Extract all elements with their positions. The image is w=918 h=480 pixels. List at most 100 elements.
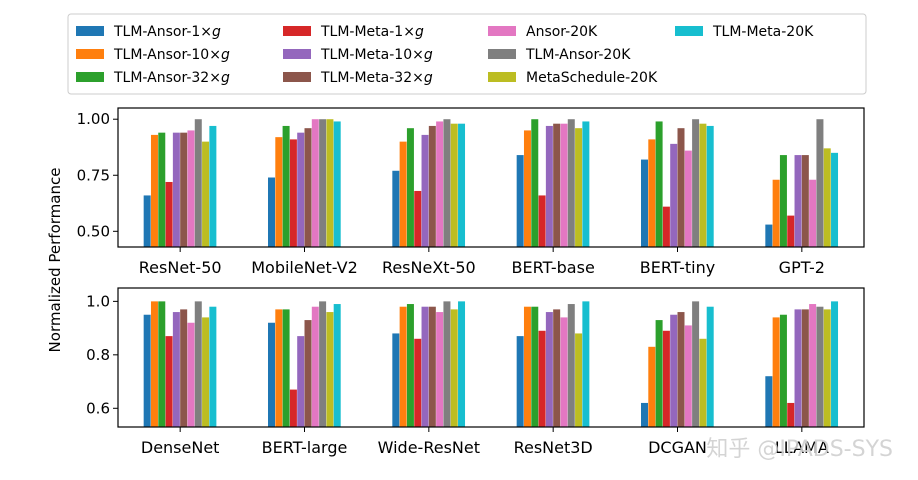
legend-item-tlm-ansor-1xg: TLM-Ansor-1×g	[76, 24, 221, 40]
bar-resnext-50-tlm-meta-32xg	[428, 125, 436, 247]
bar-bert-base-tlm-ansor-20k	[567, 119, 575, 247]
legend-swatch	[488, 26, 516, 36]
bar-wide-resnet-tlm-ansor-20k	[443, 301, 451, 427]
bar-densenet-tlm-ansor-32xg	[158, 301, 166, 427]
bar-bert-tiny-tlm-ansor-20k	[692, 119, 700, 247]
bar-resnext-50-tlm-meta-10xg	[421, 134, 429, 247]
x-tick-label-resnext-50: ResNeXt-50	[382, 258, 476, 277]
legend: TLM-Ansor-1×g TLM-Ansor-10×g TLM-Ansor-32×…	[67, 13, 867, 95]
bar-gpt-2-tlm-meta-1xg	[787, 215, 795, 247]
legend-swatch	[488, 72, 516, 82]
bar-bert-base-tlm-meta-20k	[582, 121, 590, 247]
bar-llama-tlm-ansor-1xg	[765, 376, 773, 427]
bar-resnext-50-tlm-meta-20k	[458, 123, 466, 247]
watermark-text: 知乎 @IPADS-SYS	[706, 437, 893, 462]
bar-wide-resnet-tlm-meta-10xg	[421, 306, 429, 427]
bar-bert-base-tlm-meta-32xg	[553, 123, 561, 247]
bar-mobilenet-v2-tlm-meta-1xg	[289, 139, 297, 247]
bar-bert-tiny-tlm-ansor-32xg	[655, 121, 663, 247]
x-tick-label-llama: LLAMA	[775, 438, 829, 457]
bar-llama-ansor-20k	[809, 304, 817, 427]
bar-resnet-50-tlm-meta-32xg	[180, 132, 188, 247]
bar-mobilenet-v2-tlm-meta-32xg	[304, 128, 312, 247]
y-tick-label: 1.0	[86, 292, 110, 310]
bar-resnext-50-tlm-ansor-10xg	[399, 141, 407, 247]
bar-gpt-2-tlm-meta-32xg	[801, 155, 809, 247]
bar-resnet-50-tlm-ansor-1xg	[143, 195, 151, 247]
y-tick-label: 0.50	[77, 222, 110, 240]
bar-mobilenet-v2-tlm-ansor-10xg	[275, 137, 283, 247]
bar-mobilenet-v2-tlm-ansor-1xg	[268, 177, 275, 247]
bar-bert-base-tlm-ansor-10xg	[523, 130, 531, 247]
bar-densenet-tlm-meta-10xg	[172, 312, 180, 427]
x-tick-label-wide-resnet: Wide-ResNet	[378, 438, 480, 457]
bar-llama-tlm-meta-32xg	[801, 309, 809, 427]
bar-bert-large-ansor-20k	[311, 306, 319, 427]
bar-bert-tiny-tlm-meta-32xg	[677, 128, 685, 247]
y-tick-label: 0.8	[86, 346, 110, 364]
x-tick-label-mobilenet-v2: MobileNet-V2	[251, 258, 358, 277]
legend-swatch	[283, 49, 311, 59]
bar-bert-base-tlm-ansor-1xg	[516, 155, 524, 247]
legend-swatch	[76, 49, 104, 59]
bar-resnet-50-tlm-ansor-32xg	[158, 132, 166, 247]
plot-frame	[117, 107, 865, 248]
bar-bert-large-metaschedule-20k	[326, 312, 334, 427]
bar-bert-tiny-metaschedule-20k	[699, 123, 707, 247]
x-tick-label-gpt-2: GPT-2	[779, 258, 825, 277]
bar-wide-resnet-tlm-ansor-1xg	[392, 333, 400, 427]
bar-bert-base-ansor-20k	[560, 123, 568, 247]
bar-gpt-2-tlm-meta-10xg	[794, 155, 802, 247]
bar-densenet-tlm-ansor-1xg	[143, 314, 151, 427]
bar-wide-resnet-metaschedule-20k	[450, 309, 458, 427]
bar-resnet-50-metaschedule-20k	[202, 141, 210, 247]
legend-label: TLM-Ansor-10×g	[113, 47, 230, 63]
bar-resnet3d-tlm-meta-10xg	[545, 312, 553, 427]
bar-densenet-tlm-ansor-20k	[194, 301, 202, 427]
y-axis-label: Normalized Performance	[46, 168, 64, 353]
bar-resnext-50-metaschedule-20k	[450, 123, 458, 247]
legend-label: Ansor-20K	[526, 24, 598, 40]
y-tick-label: 1.00	[77, 110, 110, 128]
bar-bert-base-tlm-ansor-32xg	[531, 119, 539, 247]
bar-dcgan-metaschedule-20k	[699, 338, 707, 427]
bar-resnext-50-tlm-ansor-32xg	[406, 128, 414, 247]
legend-swatch	[488, 49, 516, 59]
legend-swatch	[283, 26, 311, 36]
bar-resnext-50-tlm-meta-1xg	[414, 190, 422, 247]
legend-item-tlm-meta-20k: TLM-Meta-20K	[675, 24, 814, 40]
bar-bert-large-tlm-meta-10xg	[297, 336, 305, 427]
x-tick-label-resnet3d: ResNet3D	[514, 438, 593, 457]
bar-gpt-2-tlm-ansor-20k	[816, 119, 824, 247]
bar-llama-tlm-ansor-32xg	[779, 314, 787, 427]
bar-bert-tiny-tlm-meta-20k	[706, 125, 714, 247]
bar-dcgan-tlm-meta-10xg	[670, 314, 678, 427]
bar-wide-resnet-tlm-meta-1xg	[414, 338, 422, 427]
bar-llama-tlm-meta-1xg	[787, 402, 795, 427]
legend-item-tlm-ansor-20k: TLM-Ansor-20K	[488, 47, 631, 63]
bottom-panel: 0.6 0.8 1.0 DenseNet BERT-large Wide-ResNet Re…	[86, 287, 865, 457]
bar-bert-large-tlm-meta-32xg	[304, 320, 312, 427]
bar-dcgan-tlm-meta-32xg	[677, 312, 685, 427]
legend-label: TLM-Meta-32×g	[320, 70, 433, 86]
bar-resnext-50-tlm-ansor-20k	[443, 119, 451, 247]
bar-gpt-2-ansor-20k	[809, 179, 817, 247]
bar-dcgan-tlm-ansor-1xg	[641, 402, 648, 427]
bar-wide-resnet-tlm-ansor-10xg	[399, 306, 407, 427]
bar-resnet3d-metaschedule-20k	[575, 333, 583, 427]
bar-mobilenet-v2-tlm-ansor-20k	[319, 119, 327, 247]
bar-dcgan-tlm-meta-1xg	[662, 330, 670, 427]
bar-bert-tiny-tlm-ansor-10xg	[648, 139, 656, 247]
bar-resnext-50-tlm-ansor-1xg	[392, 170, 400, 247]
bar-wide-resnet-ansor-20k	[436, 312, 444, 427]
legend-item-tlm-ansor-32xg: TLM-Ansor-32×g	[76, 70, 230, 86]
bar-llama-tlm-meta-10xg	[794, 309, 802, 427]
bar-bert-large-tlm-ansor-10xg	[275, 309, 283, 427]
bar-llama-tlm-ansor-10xg	[772, 317, 780, 427]
legend-item-metaschedule-20k: MetaSchedule-20K	[488, 70, 658, 86]
legend-swatch	[76, 26, 104, 36]
bar-resnet3d-tlm-ansor-10xg	[523, 306, 531, 427]
legend-frame	[67, 13, 867, 95]
bar-densenet-tlm-meta-32xg	[180, 309, 188, 427]
bar-dcgan-tlm-ansor-32xg	[655, 320, 663, 427]
